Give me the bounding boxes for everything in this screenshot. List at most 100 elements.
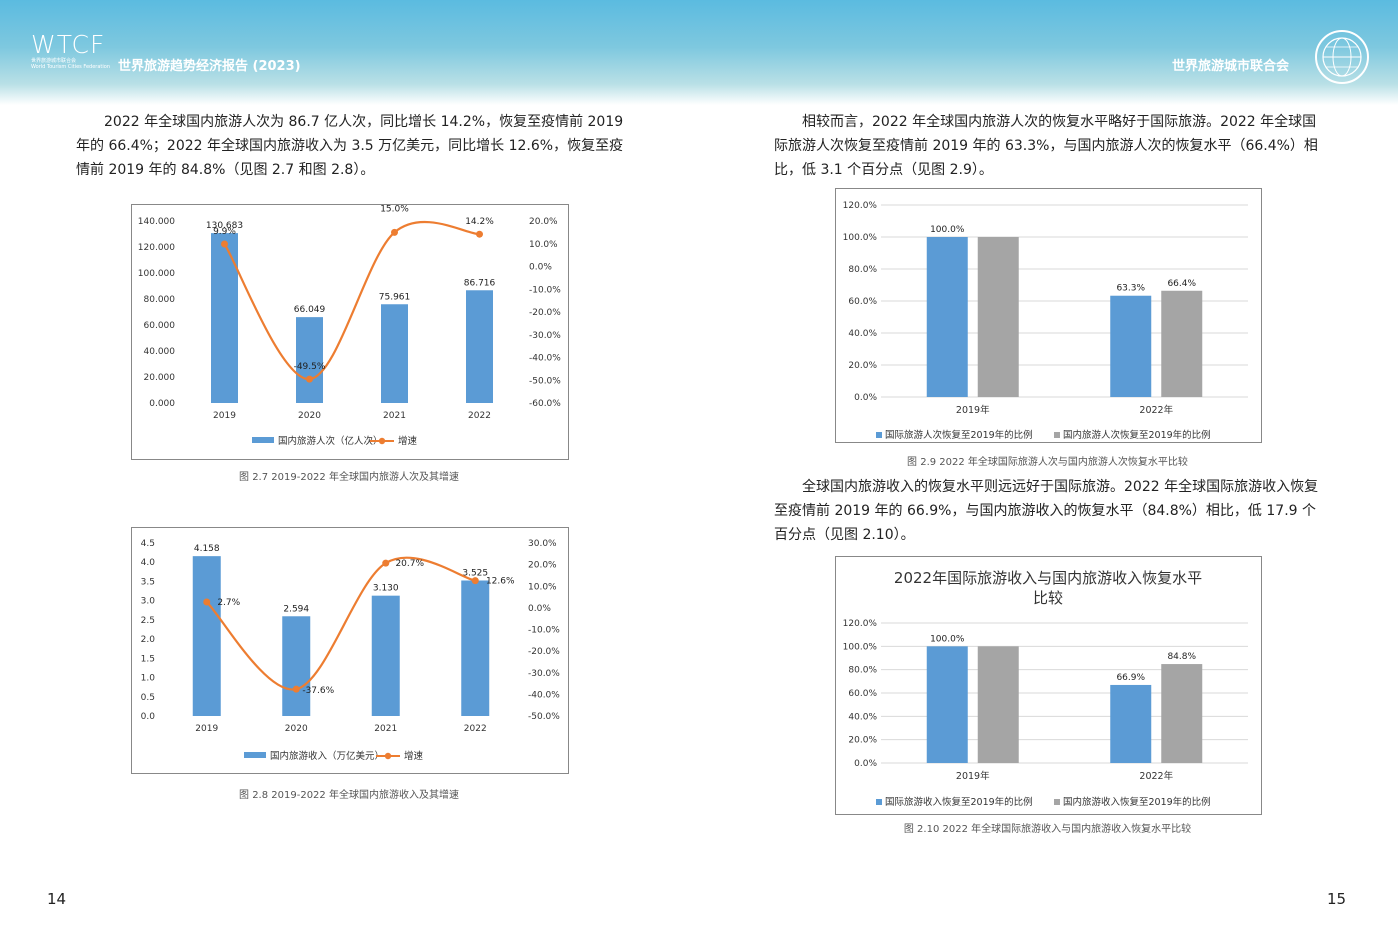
bar (381, 304, 408, 403)
line-point (391, 228, 398, 236)
left-paragraph-text: 2022 年全球国内旅游人次为 86.7 亿人次，同比增长 14.2%，恢复至疫… (76, 114, 624, 178)
bar-data-label: 66.9% (1116, 673, 1145, 683)
bar (1161, 664, 1203, 763)
y-tick-label: 20.0% (848, 736, 877, 746)
left-paragraph: 2022 年全球国内旅游人次为 86.7 亿人次，同比增长 14.2%，恢复至疫… (76, 110, 628, 182)
x-tick-label: 2020 (298, 411, 321, 421)
bar-data-label: 130.683 (206, 221, 243, 231)
y2-tick-label: -30.0% (528, 669, 560, 679)
bar-data-label: 100.0% (930, 225, 965, 235)
line-data-label: 15.0% (380, 205, 409, 214)
y-tick-label: 40.000 (144, 347, 176, 357)
x-tick-label: 2022年 (1139, 404, 1173, 416)
y-tick-label: 120.0% (843, 201, 878, 211)
wtcf-logo: WTCF 世界旅游城市联合会 World Tourism Cities Fede… (31, 30, 110, 71)
chart-fig28: 0.0 0.5 1.0 1.5 2.0 2.5 3.0 3.5 4.0 4.5 -50.0% -40.… (131, 527, 569, 774)
x-tick-label: 2020 (285, 724, 308, 734)
y-tick-label: 40.0% (848, 329, 877, 339)
bar-data-label: 63.3% (1116, 284, 1145, 294)
bar-data-label: 4.158 (194, 544, 220, 554)
chart-title-line2: 比较 (1033, 589, 1063, 607)
line-data-label: 14.2% (465, 217, 494, 227)
y2-tick-label: -60.0% (529, 399, 561, 409)
y-tick-label: 2.5 (141, 616, 155, 626)
legend-swatch-point (384, 752, 392, 760)
legend-label-line: 增速 (404, 750, 424, 762)
right-paragraph-1-text: 相较而言，2022 年全球国内旅游人次的恢复水平略好于国际旅游。2022 年全球… (774, 114, 1318, 178)
y-tick-label: 4.0 (141, 558, 156, 568)
bar-data-label: 3.525 (462, 568, 488, 578)
y-tick-label: 1.0 (141, 674, 156, 684)
y-tick-label: 4.5 (141, 539, 155, 549)
y2-tick-label: -10.0% (529, 285, 561, 295)
y-tick-label: 0.000 (149, 399, 175, 409)
bar (1161, 290, 1203, 397)
bar-data-label: 66.4% (1167, 279, 1196, 289)
bar (977, 646, 1019, 763)
y2-tick-label: 10.0% (528, 582, 557, 592)
line-point (292, 685, 300, 693)
bar-data-label: 3.130 (373, 584, 399, 594)
y2-tick-label: 20.0% (528, 561, 557, 571)
logo-mark: WTCF (31, 30, 106, 59)
x-tick-label: 2019 (213, 411, 236, 421)
legend-label-bars: 国内旅游人次（亿人次） (278, 435, 383, 447)
growth-line (223, 221, 480, 381)
line-point (476, 230, 483, 238)
line-point (306, 375, 313, 383)
legend-label-line: 增速 (398, 435, 418, 447)
y-tick-label: 140.000 (138, 217, 175, 227)
logo-sub-cn: 世界旅游城市联合会 (31, 58, 77, 64)
y-tick-label: 1.5 (141, 654, 155, 664)
y-tick-label: 60.000 (144, 321, 176, 331)
y-tick-label: 60.0% (848, 297, 877, 307)
x-tick-label: 2021 (383, 411, 406, 421)
legend-label-bars: 国内旅游收入（万亿美元） (270, 750, 384, 762)
bar (977, 237, 1019, 397)
caption-fig28: 图 2.8 2019-2022 年全球国内旅游收入及其增速 (239, 790, 459, 801)
chart-fig29-svg: 0.0% 20.0% 40.0% 60.0% 80.0% 100.0% 120.0% 100.… (843, 201, 1248, 441)
x-tick-label: 2019年 (956, 770, 990, 782)
y2-tick-label: -50.0% (529, 376, 561, 386)
y-tick-label: 0.0 (141, 712, 156, 722)
bar (296, 317, 323, 403)
chart-fig27: 0.000 20.000 40.000 60.000 80.000 100.000 120.… (131, 204, 569, 460)
right-paragraph-2: 全球国内旅游收入的恢复水平则远远好于国际旅游。2022 年全球国际旅游收入恢复至… (774, 475, 1326, 547)
y2-tick-label: -40.0% (529, 354, 561, 364)
line-point (471, 577, 479, 585)
y-tick-label: 100.0% (843, 233, 878, 243)
y2-tick-label: -10.0% (528, 626, 560, 636)
legend-swatch (1054, 432, 1060, 438)
y2-tick-label: -50.0% (528, 712, 560, 722)
bar (926, 237, 968, 397)
y-tick-label: 20.0% (848, 361, 877, 371)
y-tick-label: 0.0% (854, 393, 877, 403)
y-tick-label: 2.0 (141, 635, 156, 645)
line-data-label: 20.7% (395, 559, 424, 569)
legend-label: 国内旅游收入恢复至2019年的比例 (1063, 796, 1211, 808)
line-point (382, 559, 390, 567)
legend-swatch-bars (244, 752, 266, 758)
legend-swatch (1054, 799, 1060, 805)
bar (192, 556, 221, 716)
x-tick-label: 2022年 (1139, 770, 1173, 782)
y-tick-label: 20.000 (144, 373, 176, 383)
y-tick-label: 3.0 (141, 597, 156, 607)
bar (282, 616, 311, 716)
bar (1110, 684, 1152, 763)
bar (211, 233, 238, 403)
line-data-label: -49.5% (294, 362, 326, 372)
chart-title: 2022年国际旅游收入与国内旅游收入恢复水平 (894, 569, 1202, 587)
y-tick-label: 120.000 (138, 243, 175, 253)
line-data-label: 12.6% (486, 577, 515, 587)
y-tick-label: 80.0% (848, 265, 877, 275)
chart-fig210-svg: 0.0% 20.0% 40.0% 60.0% 80.0% 100.0% 120.0% 100.… (843, 569, 1248, 808)
legend-label: 国际旅游收入恢复至2019年的比例 (885, 796, 1033, 808)
line-data-label: -37.6% (302, 686, 334, 696)
x-tick-label: 2022 (468, 411, 491, 421)
right-paragraph-1: 相较而言，2022 年全球国内旅游人次的恢复水平略好于国际旅游。2022 年全球… (774, 110, 1326, 182)
legend-swatch-bars (252, 437, 274, 443)
y-tick-label: 80.0% (848, 666, 877, 676)
page-number-right: 15 (1327, 890, 1347, 908)
caption-fig29: 图 2.9 2022 年全球国际旅游人次与国内旅游人次恢复水平比较 (907, 457, 1188, 468)
